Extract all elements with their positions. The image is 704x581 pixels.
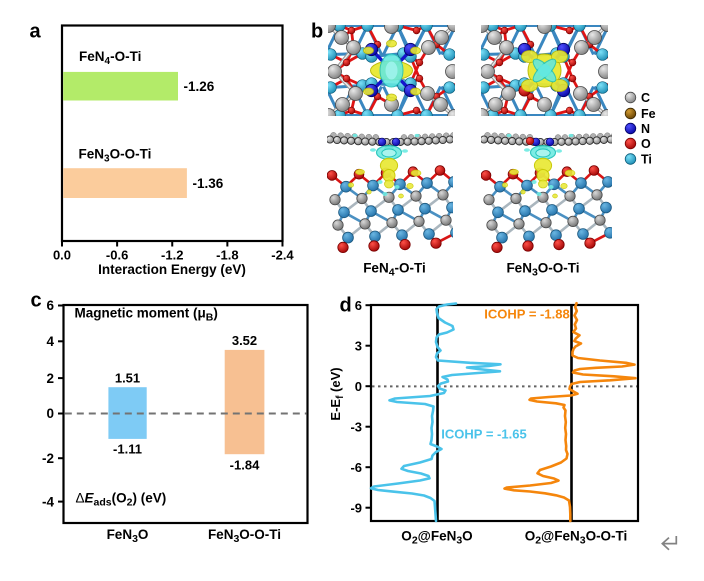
svg-text:0.0: 0.0 [53, 248, 71, 263]
svg-text:6: 6 [46, 298, 54, 313]
svg-text:-0.6: -0.6 [106, 248, 128, 263]
svg-text:FeN4-O-Ti: FeN4-O-Ti [363, 261, 426, 279]
svg-text:2: 2 [46, 371, 54, 386]
svg-text:ΔEads(O2) (eV): ΔEads(O2) (eV) [76, 491, 167, 509]
svg-text:C: C [641, 91, 650, 105]
svg-text:FeN3O-O-Ti: FeN3O-O-Ti [79, 147, 152, 165]
svg-text:-1.36: -1.36 [193, 176, 224, 191]
svg-text:FeN3O-O-Ti: FeN3O-O-Ti [506, 261, 579, 279]
svg-text:-2.4: -2.4 [271, 248, 294, 263]
svg-text:FeN3O: FeN3O [107, 527, 149, 545]
svg-text:0: 0 [46, 406, 54, 421]
svg-text:Interaction Energy (eV): Interaction Energy (eV) [98, 262, 246, 277]
svg-text:1.51: 1.51 [115, 371, 140, 386]
svg-text:-1.11: -1.11 [113, 442, 142, 457]
svg-text:4: 4 [46, 334, 54, 349]
svg-text:FeN3O-O-Ti: FeN3O-O-Ti [208, 527, 281, 545]
svg-text:O: O [641, 137, 651, 151]
svg-text:b: b [311, 21, 323, 43]
svg-text:-1.26: -1.26 [184, 79, 215, 94]
svg-text:-2: -2 [42, 451, 54, 466]
svg-text:E-Ef (eV): E-Ef (eV) [328, 367, 346, 420]
svg-text:-3: -3 [350, 419, 362, 434]
svg-text:Fe: Fe [641, 107, 656, 121]
svg-text:3: 3 [355, 338, 362, 353]
svg-text:6: 6 [355, 298, 362, 313]
svg-text:O2@FeN3O-O-Ti: O2@FeN3O-O-Ti [525, 529, 628, 547]
svg-text:-6: -6 [350, 460, 362, 475]
svg-text:-1.84: -1.84 [230, 458, 260, 473]
svg-text:ICOHP = -1.65: ICOHP = -1.65 [441, 427, 526, 442]
svg-text:ICOHP = -1.88: ICOHP = -1.88 [484, 307, 569, 322]
svg-text:a: a [30, 21, 42, 43]
svg-text:-9: -9 [350, 500, 362, 515]
svg-text:O2@FeN3O: O2@FeN3O [401, 529, 472, 547]
svg-text:0: 0 [355, 379, 362, 394]
svg-text:-1.2: -1.2 [161, 248, 183, 263]
svg-text:c: c [31, 290, 42, 312]
svg-text:d: d [340, 295, 352, 317]
svg-text:Ti: Ti [641, 153, 652, 167]
svg-text:3.52: 3.52 [232, 333, 257, 348]
svg-text:-1.8: -1.8 [216, 248, 238, 263]
svg-text:FeN4-O-Ti: FeN4-O-Ti [79, 49, 141, 67]
svg-text:N: N [641, 122, 650, 136]
svg-text:Magnetic moment (μB): Magnetic moment (μB) [75, 306, 218, 324]
svg-text:-4: -4 [42, 494, 54, 509]
